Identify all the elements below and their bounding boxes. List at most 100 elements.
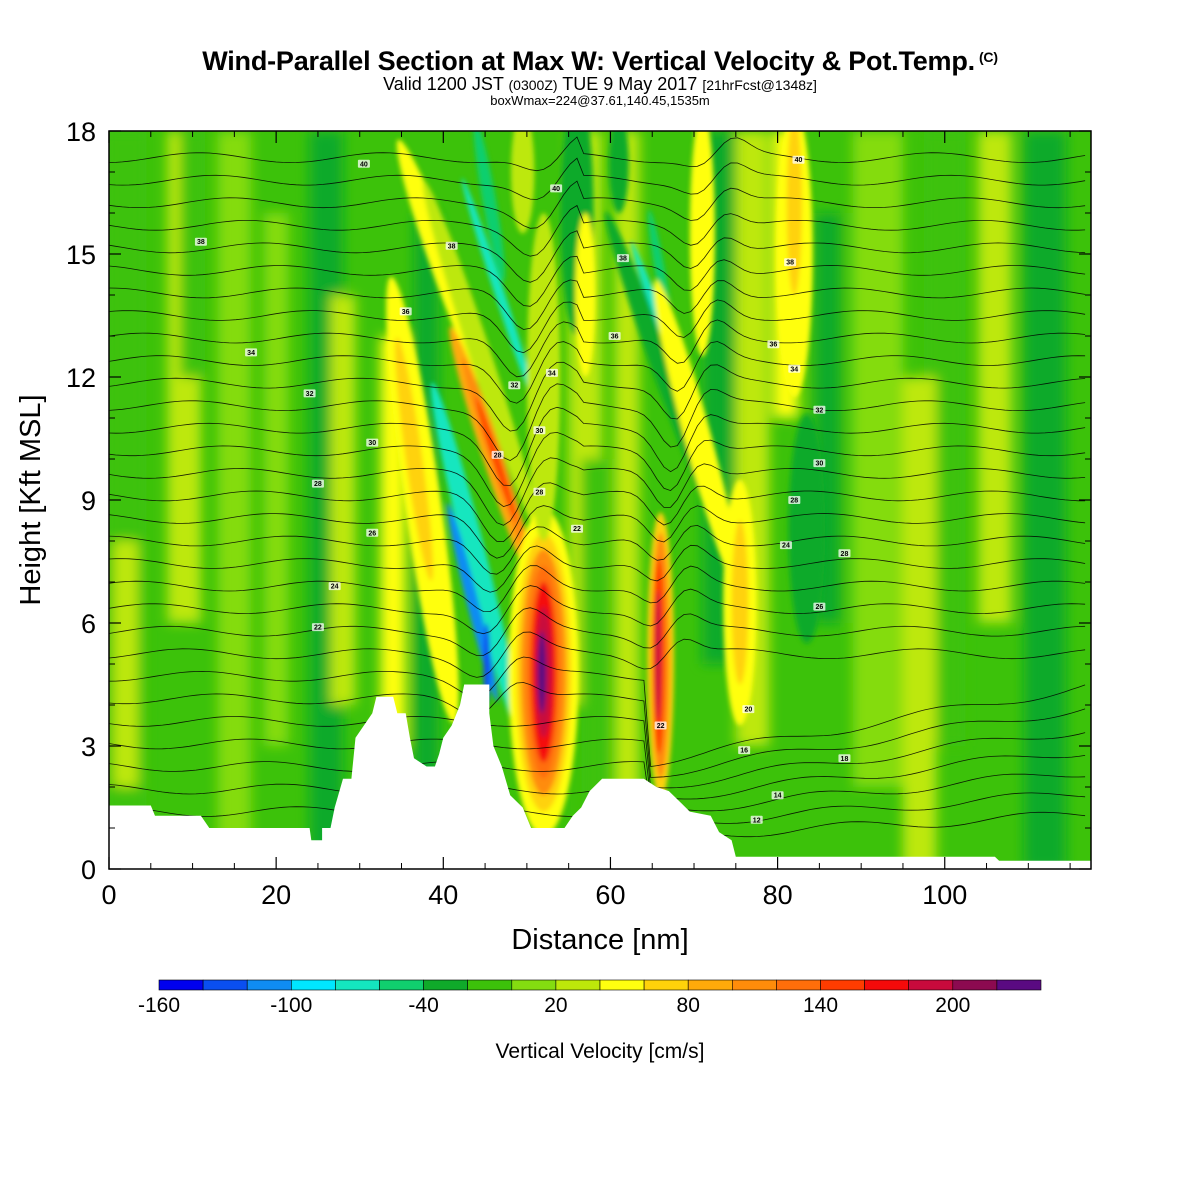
y-tick-label: 18 — [66, 117, 96, 147]
theta-label: 28 — [311, 479, 324, 488]
y-tick-label: 12 — [66, 363, 96, 393]
field-streak — [113, 541, 139, 787]
theta-label-bg — [608, 332, 621, 340]
theta-label-bg — [788, 496, 801, 504]
theta-label: 26 — [813, 602, 826, 611]
field-streak — [978, 131, 1012, 623]
y-tick-label: 0 — [81, 855, 96, 885]
x-axis-title: Distance [nm] — [511, 924, 688, 956]
theta-label-bg — [616, 254, 629, 263]
theta-label-bg — [491, 450, 504, 459]
theta-contour-line — [109, 431, 1086, 508]
theta-contour-line — [109, 157, 1086, 200]
theta-label-bg — [779, 541, 792, 550]
field-cell — [575, 213, 596, 377]
theta-label: 32 — [508, 381, 521, 390]
field-cell — [422, 180, 539, 533]
theta-contour-line — [109, 738, 1086, 800]
theta-label-bg — [838, 549, 851, 558]
theta-label-bg — [311, 479, 324, 488]
theta-label: 30 — [533, 426, 546, 435]
x-tick-label: 80 — [763, 880, 793, 910]
theta-label-bg — [738, 746, 751, 755]
theta-contour-line — [109, 524, 1086, 575]
theta-label-text: 26 — [815, 604, 823, 611]
theta-label-bg — [445, 241, 458, 250]
colorbar-swatch — [996, 979, 1042, 991]
theta-label-text: 20 — [744, 707, 752, 714]
theta-label-text: 38 — [786, 260, 794, 267]
colorbar-swatch — [643, 979, 689, 991]
colorbar-tick-label: 200 — [935, 994, 970, 1017]
theta-contour-line — [109, 585, 1086, 635]
theta-contour-line — [109, 607, 1086, 656]
theta-label-bg — [357, 159, 370, 168]
colorbar-swatch — [290, 979, 336, 991]
theta-label-bg — [328, 582, 341, 591]
theta-label: 38 — [445, 241, 458, 250]
theta-label-text: 36 — [402, 309, 410, 316]
theta-label: 30 — [813, 459, 826, 468]
theta-label: 34 — [788, 364, 801, 373]
copyright-tag: (C) — [978, 49, 998, 65]
theta-label: 34 — [545, 368, 558, 377]
theta-label-bg — [245, 348, 258, 357]
x-tick-label: 40 — [428, 880, 458, 910]
theta-contour-line — [109, 544, 1086, 593]
x-tick-label: 60 — [595, 880, 625, 910]
y-tick-label: 3 — [81, 732, 96, 762]
field-cell — [473, 131, 505, 282]
theta-label-text: 16 — [740, 748, 748, 755]
field-cell — [510, 131, 535, 234]
theta-label-bg — [533, 426, 546, 435]
x-tick-label: 100 — [922, 880, 967, 910]
theta-label: 32 — [303, 389, 316, 398]
theta-contour-line — [109, 505, 1086, 559]
field-cell — [430, 382, 523, 741]
field-streak — [902, 377, 937, 869]
theta-label: 22 — [571, 524, 584, 533]
theta-label-text: 40 — [360, 161, 368, 168]
field-cell — [653, 280, 743, 597]
colorbar-swatch — [776, 979, 821, 991]
theta-label-text: 22 — [657, 723, 665, 730]
theta-label-bg — [838, 754, 851, 763]
theta-label-text: 28 — [314, 481, 322, 488]
field-cell — [731, 520, 749, 685]
theta-label: 12 — [750, 815, 763, 824]
theta-label-text: 34 — [790, 366, 798, 373]
theta-label-bg — [366, 528, 379, 537]
box-info: boxWmax=224@37.61,140.45,1535m — [490, 93, 710, 108]
colorbar-swatch — [555, 979, 601, 991]
theta-label-text: 30 — [815, 461, 823, 468]
theta-label: 28 — [788, 496, 801, 505]
colorbar-swatch — [467, 979, 513, 991]
theta-label-text: 30 — [536, 428, 544, 435]
theta-label-text: 24 — [782, 543, 790, 550]
colorbar-swatch — [511, 979, 557, 991]
theta-label-text: 30 — [368, 440, 376, 447]
theta-label: 38 — [616, 254, 629, 263]
chart-title: Wind-Parallel Section at Max W: Vertical… — [0, 42, 1200, 76]
field-streak — [1024, 131, 1066, 869]
theta-contour-line — [109, 761, 1086, 812]
field-cell — [461, 178, 539, 412]
theta-label: 22 — [654, 721, 667, 730]
chart-title-text: Wind-Parallel Section at Max W: Vertical… — [202, 46, 975, 76]
theta-label: 38 — [784, 258, 797, 267]
velocity-field-cells — [386, 131, 826, 837]
theta-label-text: 24 — [331, 584, 339, 591]
theta-label-text: 26 — [368, 530, 376, 537]
theta-contour-line — [109, 716, 1086, 789]
theta-contour-line — [109, 341, 1086, 404]
field-cell — [689, 131, 715, 357]
field-cell — [655, 590, 662, 722]
theta-label-text: 34 — [247, 350, 255, 357]
theta-label-bg — [366, 438, 379, 447]
theta-label: 24 — [328, 582, 341, 591]
theta-label-text: 28 — [841, 551, 849, 558]
colorbar-swatch — [908, 979, 954, 991]
colorbar-swatch — [202, 979, 248, 991]
potential-temperature-contours — [109, 136, 1086, 838]
